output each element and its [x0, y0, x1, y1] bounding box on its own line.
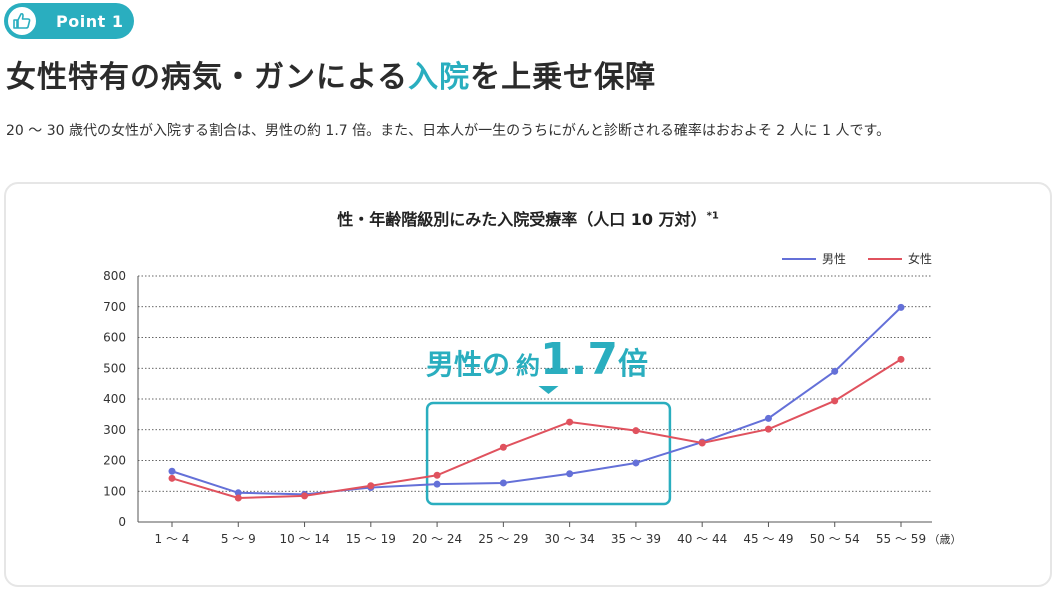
annotation-unit: 倍: [618, 347, 648, 382]
y-tick-label: 600: [103, 331, 126, 345]
data-point: [897, 303, 905, 311]
annotation-text: 男性の 約1.7倍: [426, 334, 648, 385]
chart-title-note: *1: [706, 210, 719, 222]
data-point: [433, 480, 441, 488]
x-axis-unit: （歳）: [929, 533, 962, 546]
chart-title: 性・年齢階級別にみた入院受療率（人口 10 万対）*1: [6, 206, 1050, 230]
annotation-small: 約: [516, 352, 540, 380]
data-point: [234, 489, 242, 497]
point-label: Point 1: [56, 11, 124, 31]
legend-label: 男性: [822, 252, 846, 266]
y-tick-label: 300: [103, 423, 126, 437]
x-tick-label: 45 〜 49: [743, 532, 793, 546]
data-point: [632, 459, 640, 467]
data-point: [168, 474, 176, 482]
data-point: [632, 427, 640, 435]
y-tick-label: 200: [103, 454, 126, 468]
x-tick-label: 35 〜 39: [611, 532, 661, 546]
y-tick-label: 800: [103, 269, 126, 283]
annotation-box: [425, 401, 672, 506]
point-badge: Point 1: [4, 3, 134, 39]
series-line: [171, 358, 902, 500]
data-point: [301, 492, 309, 500]
title-part-2: を上乗せ保障: [470, 60, 657, 95]
x-tick-label: 55 〜 59: [876, 532, 926, 546]
thumbs-up-icon: [6, 5, 38, 37]
legend-label: 女性: [908, 251, 932, 266]
y-tick-label: 500: [103, 361, 126, 375]
x-tick-label: 50 〜 54: [810, 532, 860, 546]
y-tick-label: 100: [103, 484, 126, 498]
data-point: [499, 479, 507, 487]
x-tick-label: 5 〜 9: [221, 532, 256, 546]
annotation-number: 1.7: [540, 334, 618, 385]
y-tick-label: 400: [103, 392, 126, 406]
series-line: [171, 306, 902, 496]
x-tick-label: 1 〜 4: [155, 532, 190, 546]
data-point: [234, 494, 242, 502]
data-point: [831, 397, 839, 405]
data-point: [168, 467, 176, 475]
x-tick-label: 30 〜 34: [545, 532, 595, 546]
data-point: [698, 439, 706, 447]
page-title: 女性特有の病気・ガンによる入院を上乗せ保障: [6, 52, 656, 96]
data-point: [367, 482, 375, 490]
x-tick-label: 10 〜 14: [279, 532, 329, 546]
x-tick-label: 20 〜 24: [412, 532, 462, 546]
annotation-main: 男性の: [426, 348, 510, 381]
x-tick-label: 25 〜 29: [478, 532, 528, 546]
data-point: [764, 414, 772, 422]
chart-card: 性・年齢階級別にみた入院受療率（人口 10 万対）*1: [4, 182, 1052, 587]
y-tick-label: 0: [118, 515, 126, 529]
data-point: [831, 367, 839, 375]
chart-title-text: 性・年齢階級別にみた入院受療率（人口 10 万対）: [337, 210, 707, 229]
data-point: [433, 471, 441, 479]
data-point: [897, 355, 905, 363]
data-point: [566, 418, 574, 426]
data-point: [499, 443, 507, 451]
x-tick-label: 40 〜 44: [677, 532, 727, 546]
x-tick-label: 15 〜 19: [346, 532, 396, 546]
y-tick-label: 700: [103, 300, 126, 314]
title-part-1: 女性特有の病気・ガンによる: [6, 60, 409, 95]
page-subtitle: 20 〜 30 歳代の女性が入院する割合は、男性の約 1.7 倍。また、日本人が…: [6, 123, 891, 139]
title-accent: 入院: [408, 60, 471, 95]
data-point: [566, 470, 574, 478]
annotation-arrow: [538, 386, 559, 394]
data-point: [764, 425, 772, 433]
